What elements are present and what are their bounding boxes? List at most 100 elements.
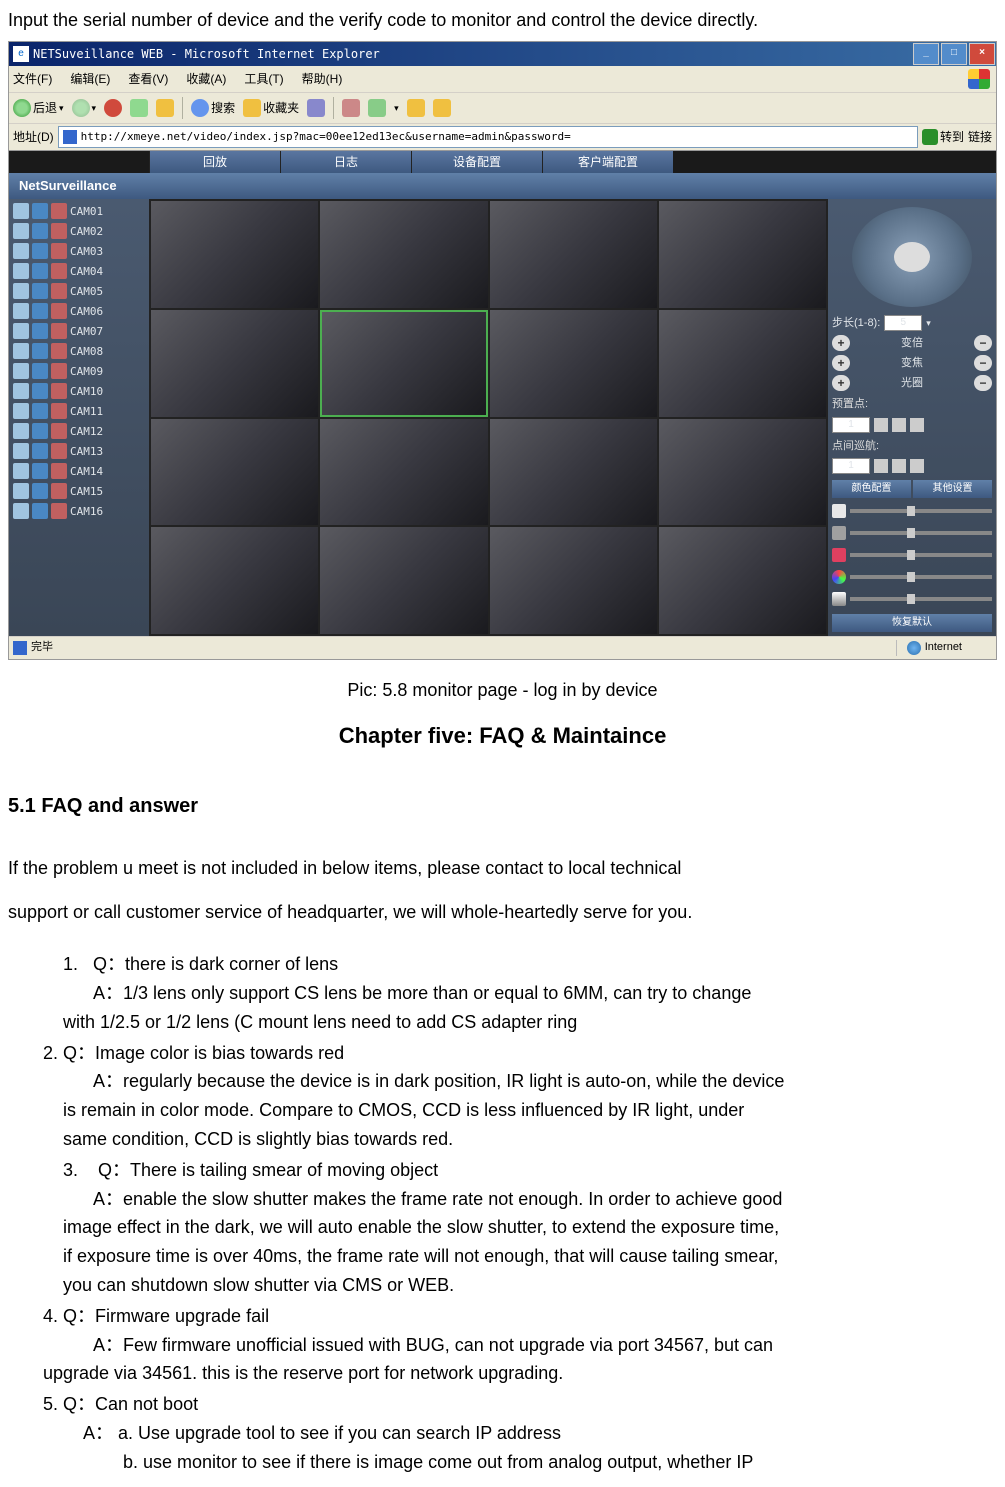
hue-icon bbox=[832, 570, 846, 584]
faq-4-a2: upgrade via 34561. this is the reserve p… bbox=[43, 1359, 997, 1388]
iris-in-button[interactable]: + bbox=[832, 375, 850, 391]
video-cell[interactable] bbox=[490, 419, 657, 526]
hue-slider[interactable] bbox=[850, 575, 992, 579]
forward-button[interactable]: ▾ bbox=[72, 99, 97, 117]
camera-row[interactable]: CAM13 bbox=[9, 441, 149, 461]
back-button[interactable]: 后退▾ bbox=[13, 99, 64, 117]
mail-button[interactable] bbox=[342, 99, 360, 117]
saturation-icon bbox=[832, 548, 846, 562]
video-cell[interactable] bbox=[490, 201, 657, 308]
go-button[interactable]: 转到 bbox=[922, 129, 964, 146]
internet-zone-icon bbox=[907, 641, 921, 655]
camera-row[interactable]: CAM07 bbox=[9, 321, 149, 341]
tour-btn3[interactable] bbox=[910, 459, 924, 473]
preset-label: 预置点: bbox=[832, 397, 992, 412]
print-button[interactable] bbox=[368, 99, 386, 117]
ptz-direction-dial[interactable] bbox=[852, 207, 972, 307]
tour-input[interactable]: 1 bbox=[832, 458, 870, 474]
video-cell[interactable] bbox=[151, 310, 318, 417]
gamma-slider[interactable] bbox=[850, 597, 992, 601]
tab-other-settings[interactable]: 其他设置 bbox=[913, 480, 992, 498]
camera-row[interactable]: CAM04 bbox=[9, 261, 149, 281]
refresh-button[interactable] bbox=[130, 99, 148, 117]
play-icon bbox=[32, 383, 48, 399]
brightness-slider[interactable] bbox=[850, 509, 992, 513]
home-button[interactable] bbox=[156, 99, 174, 117]
links-label[interactable]: 链接 bbox=[968, 129, 992, 146]
stop-button[interactable] bbox=[104, 99, 122, 117]
menu-file[interactable]: 文件(F) bbox=[13, 71, 52, 88]
internet-zone-label: Internet bbox=[925, 640, 962, 655]
address-input[interactable]: http://xmeye.net/video/index.jsp?mac=00e… bbox=[58, 126, 918, 148]
window-maximize-button[interactable]: □ bbox=[941, 43, 967, 65]
video-cell[interactable] bbox=[659, 310, 826, 417]
camera-row[interactable]: CAM12 bbox=[9, 421, 149, 441]
camera-row[interactable]: CAM01 bbox=[9, 201, 149, 221]
tour-btn2[interactable] bbox=[892, 459, 906, 473]
step-input[interactable]: 5 bbox=[884, 315, 922, 331]
camera-row[interactable]: CAM11 bbox=[9, 401, 149, 421]
window-close-button[interactable]: × bbox=[969, 43, 995, 65]
menu-edit[interactable]: 编辑(E) bbox=[70, 71, 110, 88]
record-icon bbox=[51, 323, 67, 339]
tab-device-config[interactable]: 设备配置 bbox=[411, 151, 542, 173]
video-cell[interactable] bbox=[490, 527, 657, 634]
video-cell[interactable] bbox=[490, 310, 657, 417]
video-cell[interactable] bbox=[320, 419, 487, 526]
camera-row[interactable]: CAM10 bbox=[9, 381, 149, 401]
camera-row[interactable]: CAM15 bbox=[9, 481, 149, 501]
menu-view[interactable]: 查看(V) bbox=[128, 71, 168, 88]
restore-default-button[interactable]: 恢复默认 bbox=[832, 614, 992, 632]
cam-label: CAM07 bbox=[70, 324, 103, 339]
app-logo: NetSurveillance bbox=[9, 173, 996, 199]
camera-row[interactable]: CAM08 bbox=[9, 341, 149, 361]
zoom-label: 变倍 bbox=[854, 336, 970, 351]
preset-btn2[interactable] bbox=[892, 418, 906, 432]
video-cell[interactable] bbox=[151, 527, 318, 634]
menu-help[interactable]: 帮助(H) bbox=[302, 71, 343, 88]
video-cell[interactable] bbox=[320, 310, 487, 417]
saturation-slider[interactable] bbox=[850, 553, 992, 557]
cam-label: CAM15 bbox=[70, 484, 103, 499]
tour-btn1[interactable] bbox=[874, 459, 888, 473]
video-cell[interactable] bbox=[320, 527, 487, 634]
preset-btn1[interactable] bbox=[874, 418, 888, 432]
video-cell[interactable] bbox=[659, 419, 826, 526]
focus-out-button[interactable]: − bbox=[974, 355, 992, 371]
favorites-button[interactable]: 收藏夹 bbox=[243, 99, 299, 117]
contrast-slider[interactable] bbox=[850, 531, 992, 535]
preset-input[interactable]: 1 bbox=[832, 417, 870, 433]
preset-btn3[interactable] bbox=[910, 418, 924, 432]
camera-row[interactable]: CAM06 bbox=[9, 301, 149, 321]
history-button[interactable] bbox=[307, 99, 325, 117]
video-cell[interactable] bbox=[659, 201, 826, 308]
folder-button[interactable] bbox=[433, 99, 451, 117]
tab-playback[interactable]: 回放 bbox=[149, 151, 280, 173]
tab-color-config[interactable]: 颜色配置 bbox=[832, 480, 911, 498]
camera-row[interactable]: CAM05 bbox=[9, 281, 149, 301]
camera-row[interactable]: CAM03 bbox=[9, 241, 149, 261]
camera-row[interactable]: CAM09 bbox=[9, 361, 149, 381]
tab-log[interactable]: 日志 bbox=[280, 151, 411, 173]
video-cell[interactable] bbox=[151, 201, 318, 308]
cam-icon bbox=[13, 383, 29, 399]
play-icon bbox=[32, 263, 48, 279]
menu-favorites[interactable]: 收藏(A) bbox=[186, 71, 226, 88]
menu-tools[interactable]: 工具(T) bbox=[244, 71, 283, 88]
focus-in-button[interactable]: + bbox=[832, 355, 850, 371]
tab-client-config[interactable]: 客户端配置 bbox=[542, 151, 673, 173]
camera-row[interactable]: CAM16 bbox=[9, 501, 149, 521]
video-cell[interactable] bbox=[151, 419, 318, 526]
video-cell[interactable] bbox=[320, 201, 487, 308]
iris-out-button[interactable]: − bbox=[974, 375, 992, 391]
zoom-in-button[interactable]: + bbox=[832, 335, 850, 351]
camera-row[interactable]: CAM02 bbox=[9, 221, 149, 241]
camera-row[interactable]: CAM14 bbox=[9, 461, 149, 481]
edit-button[interactable] bbox=[407, 99, 425, 117]
search-button[interactable]: 搜索 bbox=[191, 99, 235, 117]
window-minimize-button[interactable]: _ bbox=[913, 43, 939, 65]
favorites-label: 收藏夹 bbox=[263, 100, 299, 117]
zoom-out-button[interactable]: − bbox=[974, 335, 992, 351]
record-icon bbox=[51, 383, 67, 399]
video-cell[interactable] bbox=[659, 527, 826, 634]
